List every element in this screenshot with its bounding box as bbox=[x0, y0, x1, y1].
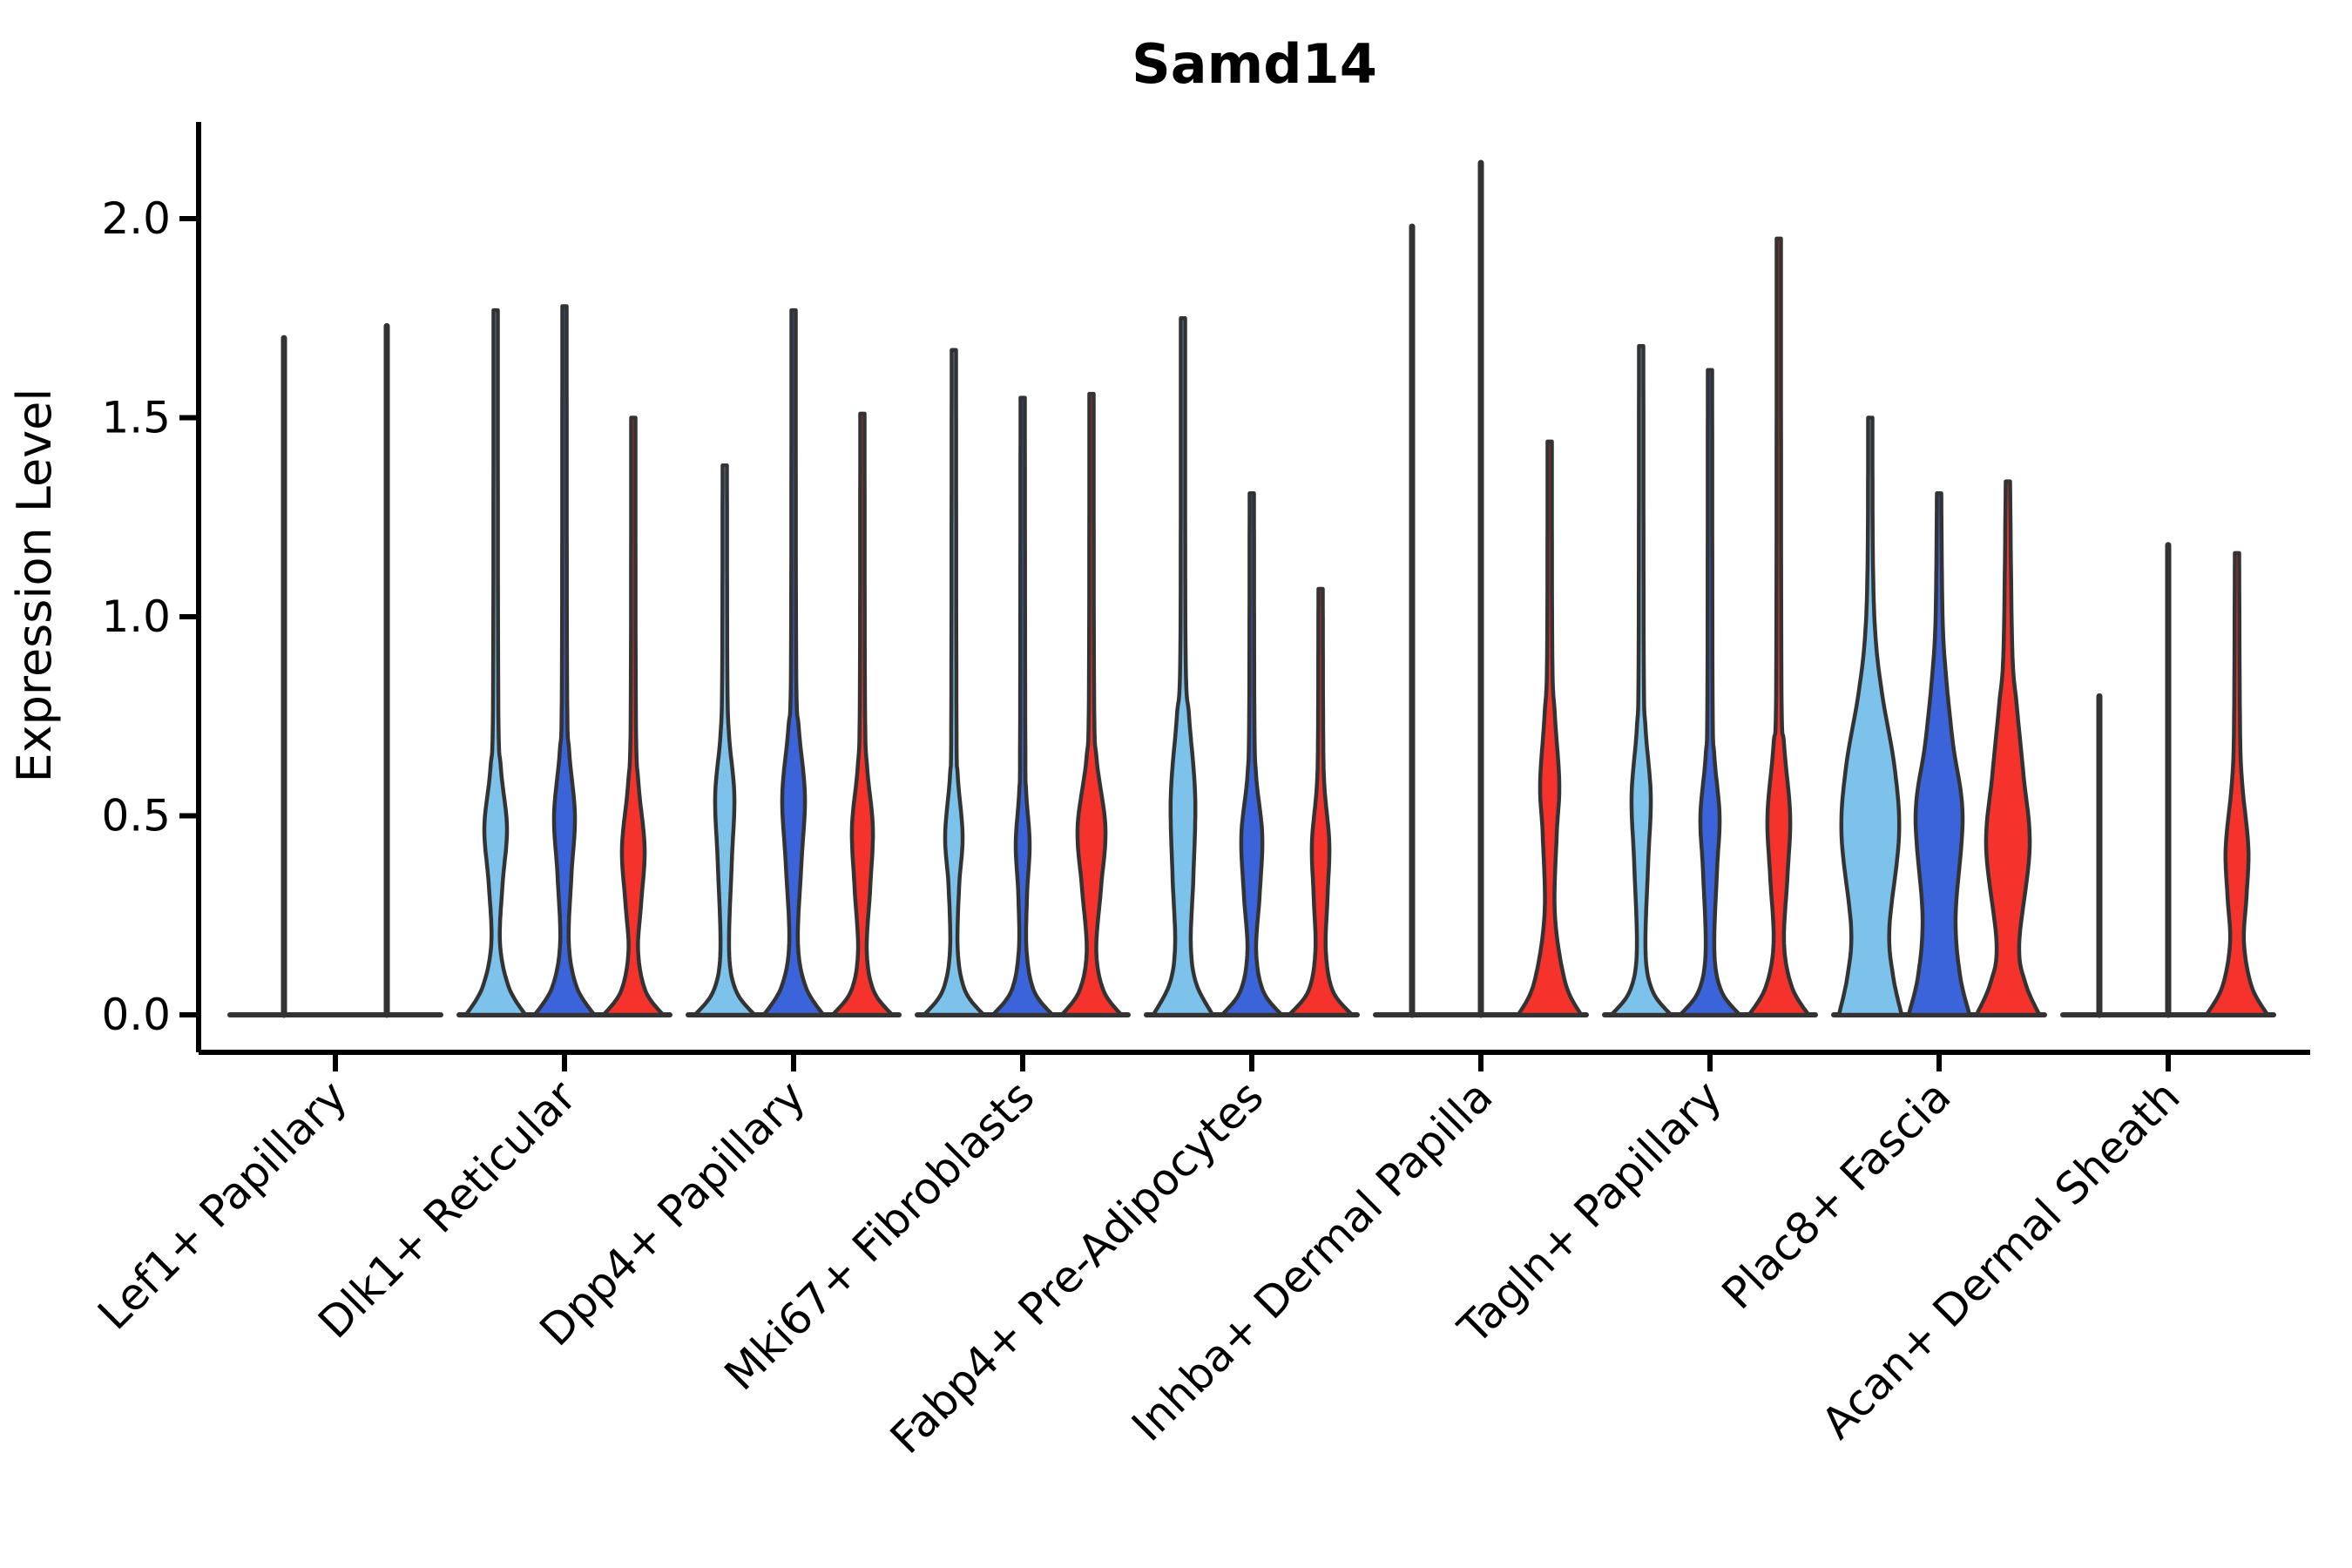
violin-light-blue bbox=[1609, 343, 1673, 1017]
y-tick-label: 0.0 bbox=[101, 990, 171, 1040]
violin-red bbox=[830, 411, 895, 1017]
violin-red bbox=[1287, 586, 1355, 1017]
violin-light-blue bbox=[463, 308, 528, 1017]
chart-title: Samd14 bbox=[1132, 32, 1377, 96]
x-tick-label: Fabp4+ Pre-Adipocytes bbox=[881, 1071, 1274, 1463]
violin-red bbox=[2204, 551, 2270, 1017]
y-tick-label: 1.5 bbox=[101, 393, 171, 443]
violin-light-blue bbox=[1836, 416, 1904, 1017]
violin-light-blue bbox=[1151, 316, 1215, 1017]
violin-red bbox=[1059, 391, 1124, 1017]
violin-light-blue bbox=[693, 463, 757, 1017]
violin-light-blue bbox=[922, 348, 986, 1017]
violin-red bbox=[1516, 439, 1584, 1017]
violin-red bbox=[1747, 236, 1811, 1017]
violin-red bbox=[601, 416, 666, 1017]
violin-dark-blue bbox=[1678, 368, 1742, 1017]
y-axis-label: Expression Level bbox=[7, 389, 62, 783]
y-tick-label: 0.5 bbox=[101, 791, 171, 841]
x-tick-label: Lef1+ Papillary bbox=[88, 1071, 356, 1339]
violin-dark-blue bbox=[990, 395, 1055, 1017]
violin-dark-blue bbox=[532, 304, 597, 1017]
violin-dark-blue bbox=[761, 308, 826, 1017]
x-tick-label: Plac8+ Fascia bbox=[1713, 1071, 1961, 1319]
violin-dark-blue bbox=[1906, 491, 1972, 1017]
violin-dark-blue bbox=[1220, 491, 1284, 1017]
violin-red bbox=[1974, 479, 2042, 1017]
y-tick-label: 1.0 bbox=[101, 591, 171, 642]
y-tick-label: 2.0 bbox=[101, 193, 171, 244]
